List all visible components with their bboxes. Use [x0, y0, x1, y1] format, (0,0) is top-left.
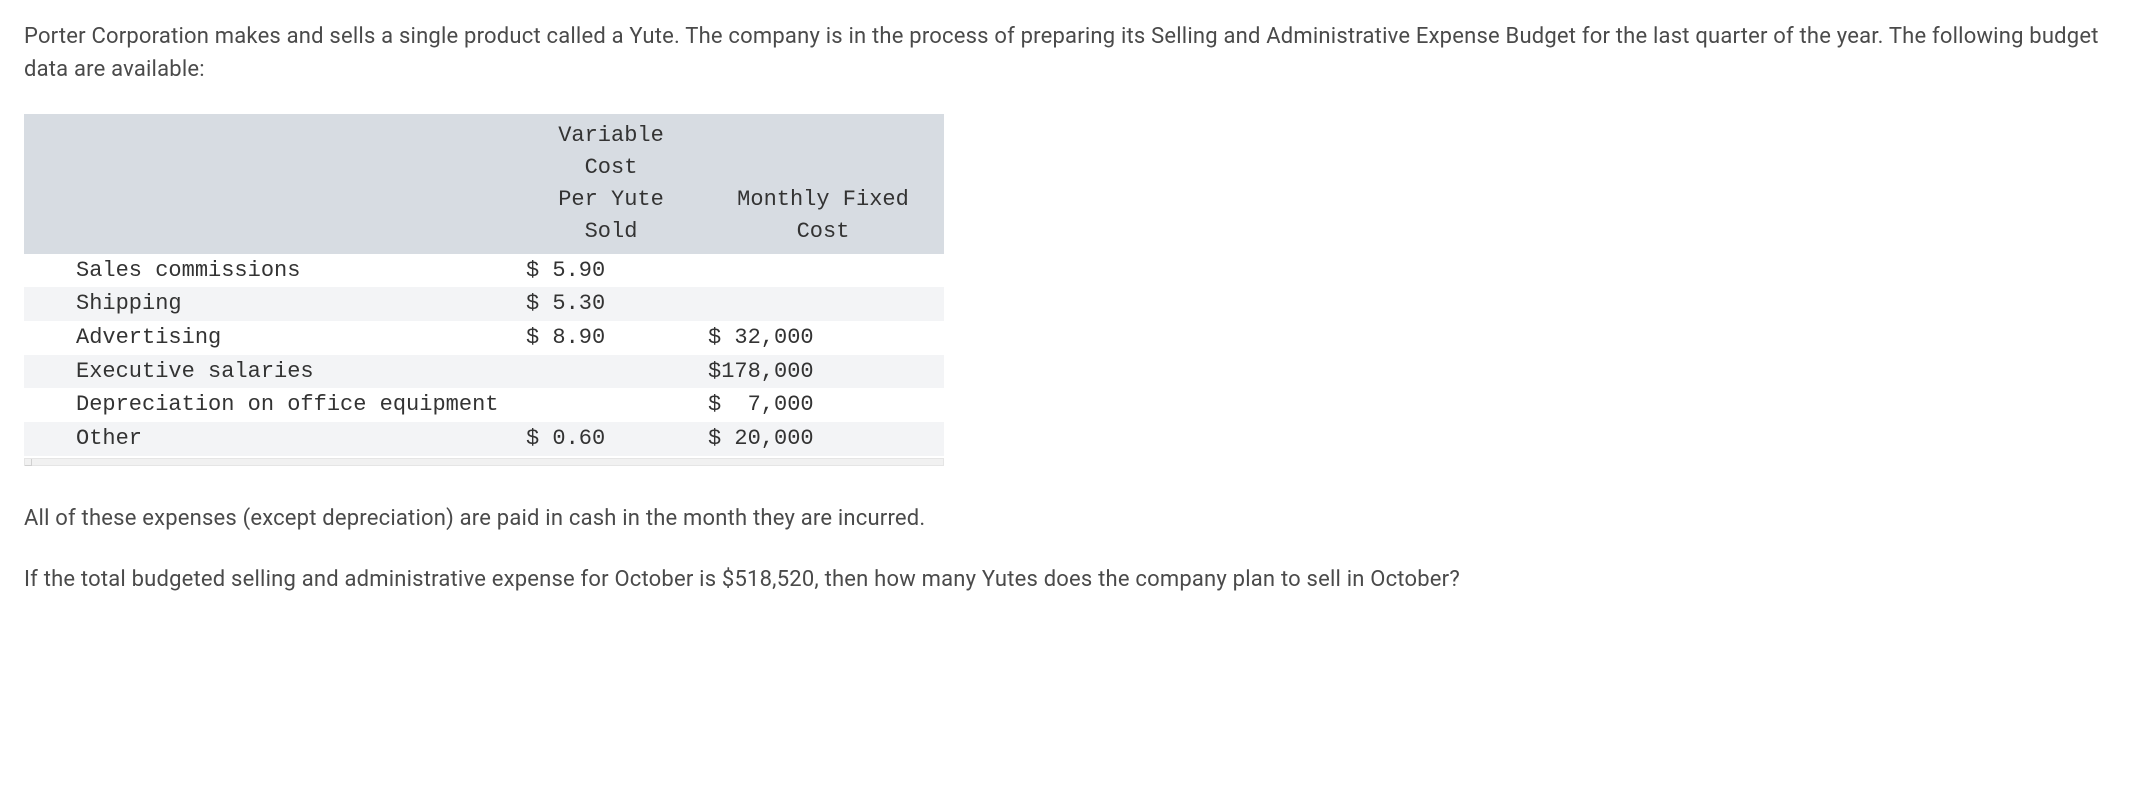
intro-paragraph: Porter Corporation makes and sells a sin…	[24, 20, 2112, 86]
row-variable: $ 5.30	[520, 287, 702, 321]
row-fixed: $ 20,000	[702, 422, 944, 456]
row-variable: $ 5.90	[520, 254, 702, 288]
note-paragraph: All of these expenses (except depreciati…	[24, 502, 2112, 535]
row-fixed: $ 32,000	[702, 321, 944, 355]
row-label: Depreciation on office equipment	[24, 388, 520, 422]
col-header-label	[24, 114, 520, 254]
table-row: Executive salaries $178,000	[24, 355, 944, 389]
table-row: Other $ 0.60 $ 20,000	[24, 422, 944, 456]
row-fixed	[702, 254, 944, 288]
scrollbar-corner-icon	[25, 459, 32, 466]
row-variable	[520, 388, 702, 422]
question-paragraph: If the total budgeted selling and admini…	[24, 563, 2112, 596]
row-fixed	[702, 287, 944, 321]
table-row: Depreciation on office equipment $ 7,000	[24, 388, 944, 422]
col-header-fixed: Monthly Fixed Cost	[702, 114, 944, 254]
row-label: Sales commissions	[24, 254, 520, 288]
table-row: Sales commissions $ 5.90	[24, 254, 944, 288]
row-label: Executive salaries	[24, 355, 520, 389]
row-label: Other	[24, 422, 520, 456]
table-row: Shipping $ 5.30	[24, 287, 944, 321]
row-fixed: $178,000	[702, 355, 944, 389]
row-fixed: $ 7,000	[702, 388, 944, 422]
row-label: Shipping	[24, 287, 520, 321]
row-label: Advertising	[24, 321, 520, 355]
horizontal-scrollbar-track[interactable]	[24, 458, 944, 466]
row-variable: $ 0.60	[520, 422, 702, 456]
col-header-variable: Variable Cost Per Yute Sold	[520, 114, 702, 254]
budget-table: Variable Cost Per Yute Sold Monthly Fixe…	[24, 114, 944, 456]
budget-table-container: Variable Cost Per Yute Sold Monthly Fixe…	[24, 114, 944, 466]
row-variable: $ 8.90	[520, 321, 702, 355]
row-variable	[520, 355, 702, 389]
table-header-row: Variable Cost Per Yute Sold Monthly Fixe…	[24, 114, 944, 254]
table-row: Advertising $ 8.90 $ 32,000	[24, 321, 944, 355]
